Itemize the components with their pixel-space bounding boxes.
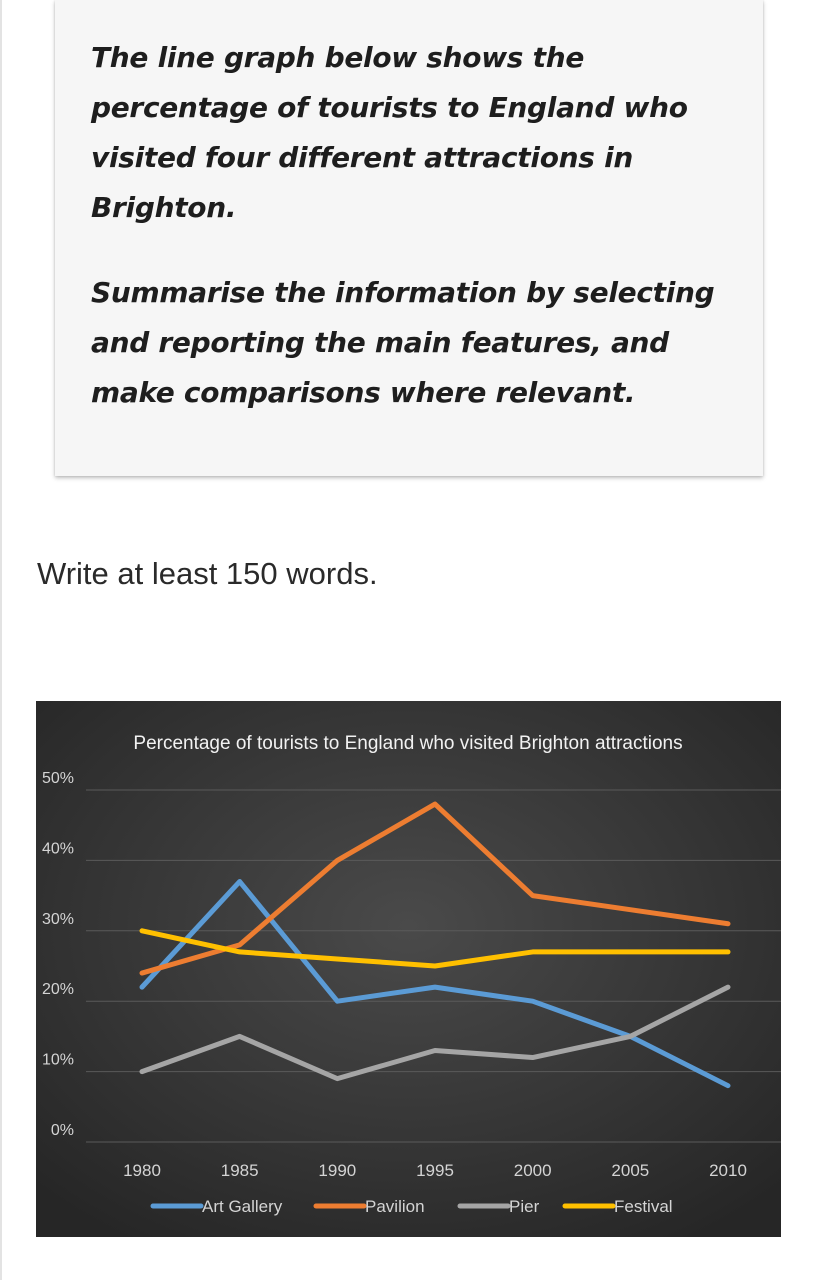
x-tick-label: 2005 xyxy=(611,1161,649,1180)
legend-label-pier: Pier xyxy=(509,1197,540,1216)
x-tick-label: 1990 xyxy=(318,1161,356,1180)
x-tick-label: 1995 xyxy=(416,1161,454,1180)
legend-label-pavilion: Pavilion xyxy=(365,1197,425,1216)
task-description: The line graph below shows the percentag… xyxy=(91,41,688,224)
x-tick-label: 1985 xyxy=(221,1161,259,1180)
y-tick-label: 40% xyxy=(42,840,74,857)
y-tick-label: 0% xyxy=(51,1122,74,1139)
x-tick-label: 2000 xyxy=(514,1161,552,1180)
legend-label-festival: Festival xyxy=(614,1197,673,1216)
y-tick-label: 20% xyxy=(42,981,74,998)
series-lines xyxy=(139,801,731,1089)
y-tick-label: 30% xyxy=(42,911,74,928)
line-chart: Percentage of tourists to England who vi… xyxy=(36,701,781,1237)
task-instructions: Summarise the information by selecting a… xyxy=(91,276,715,409)
task-prompt-card: The line graph below shows the percentag… xyxy=(55,0,763,476)
x-tick-label: 2010 xyxy=(709,1161,747,1180)
y-tick-label: 50% xyxy=(42,770,74,787)
y-axis-ticks: 0% 10% 20% 30% 40% 50% xyxy=(42,770,74,1139)
legend-label-art-gallery: Art Gallery xyxy=(202,1197,283,1216)
word-count-instruction: Write at least 150 words. xyxy=(37,556,378,591)
x-tick-label: 1980 xyxy=(123,1161,161,1180)
chart-legend: Art Gallery Pavilion Pier Festival xyxy=(150,1197,673,1216)
gridlines xyxy=(86,789,781,1143)
x-axis-ticks: 1980 1985 1990 1995 2000 2005 2010 xyxy=(123,1161,747,1180)
chart-svg: Percentage of tourists to England who vi… xyxy=(36,701,781,1237)
chart-title: Percentage of tourists to England who vi… xyxy=(133,733,682,754)
y-tick-label: 10% xyxy=(42,1052,74,1069)
left-border xyxy=(0,0,2,1280)
